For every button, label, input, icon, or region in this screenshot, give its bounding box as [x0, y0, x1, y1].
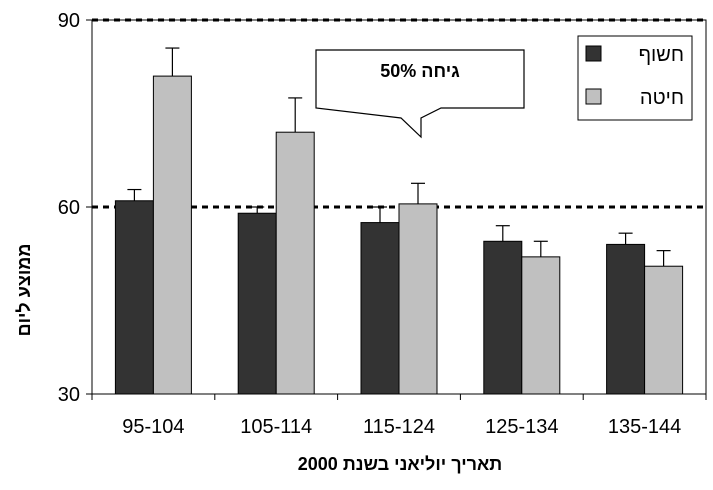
y-tick-label: 60 [58, 197, 80, 219]
bar [606, 243, 646, 395]
callout-text: גיחה 50% [380, 61, 460, 81]
x-tick-label: 135-144 [608, 416, 681, 438]
y-axis-title: ממוצע ליום [14, 244, 34, 337]
legend: חשוף חיטה [577, 35, 693, 121]
x-tick-label: 105-114 [240, 416, 312, 438]
bar [483, 240, 523, 395]
bar [644, 265, 684, 395]
bar [360, 222, 400, 395]
y-tick-label: 90 [58, 10, 80, 32]
bar [114, 200, 154, 395]
x-axis-ticks: 95-104 105-114 115-124 125-134 135-144 [91, 394, 707, 438]
error-bars-group [127, 47, 671, 267]
x-tick-label: 115-124 [363, 416, 435, 438]
legend-swatch-series-2 [585, 88, 602, 105]
bar [521, 256, 561, 395]
x-axis-title: תאריך יוליאני בשנת 2000 [298, 454, 502, 474]
legend-swatch-series-1 [585, 45, 602, 62]
bar [398, 203, 438, 395]
reference-lines [92, 18, 706, 209]
bar [152, 75, 192, 395]
bars-group [114, 75, 684, 395]
annotation-callout: גיחה 50% [315, 49, 525, 139]
x-tick-label: 125-134 [485, 416, 558, 438]
bar [237, 212, 277, 395]
legend-label-series-2: חיטה [640, 87, 684, 109]
bar [275, 131, 315, 395]
y-tick-label: 30 [58, 384, 80, 406]
legend-label-series-1: חשוף [639, 44, 684, 66]
y-axis-ticks: 30 60 90 [58, 10, 92, 406]
x-tick-label: 95-104 [122, 416, 184, 438]
callout-shape [315, 49, 525, 139]
